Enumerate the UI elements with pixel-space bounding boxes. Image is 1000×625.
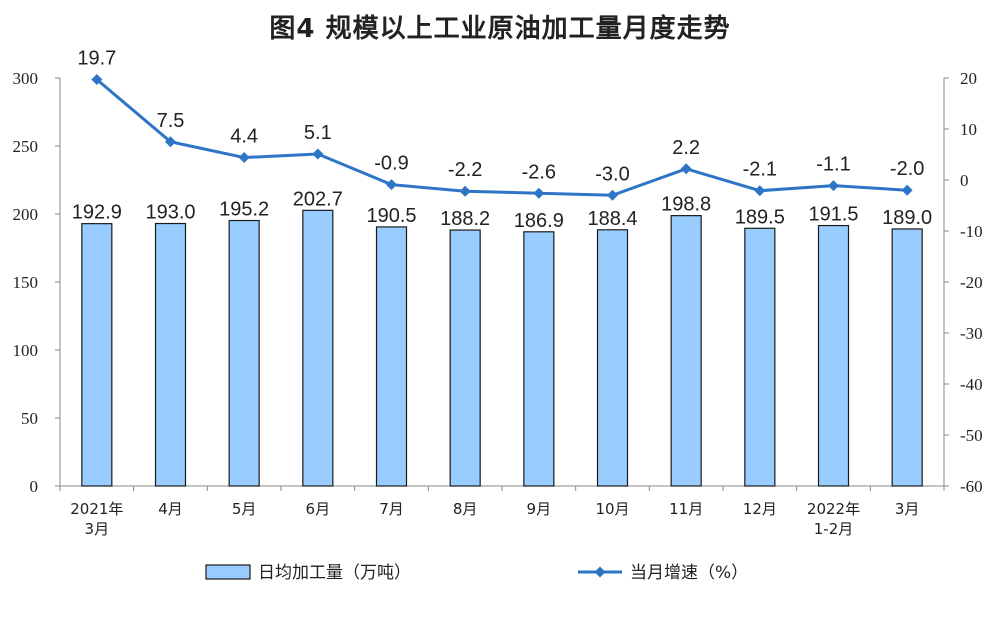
- line-value-label: 2.2: [672, 137, 700, 159]
- category-label: 10月: [595, 500, 629, 518]
- bar-value-label: 190.5: [366, 205, 416, 227]
- right-tick-label: -50: [960, 426, 983, 445]
- line-point: [386, 179, 397, 191]
- bar: [744, 227, 776, 487]
- left-tick-label: 300: [13, 69, 39, 88]
- bar-value-label: 189.0: [882, 207, 932, 229]
- line-value-label: -0.9: [374, 153, 408, 175]
- left-tick-label: 0: [30, 477, 39, 496]
- line-point: [607, 189, 618, 201]
- left-tick-label: 200: [13, 205, 39, 224]
- line-value-label: -3.0: [595, 163, 629, 185]
- bar-value-label: 193.0: [145, 202, 195, 224]
- line-point: [238, 152, 250, 164]
- left-tick-label: 50: [21, 409, 38, 428]
- right-tick-label: 0: [960, 171, 969, 190]
- bar: [670, 215, 702, 487]
- right-tick-label: -20: [960, 273, 983, 292]
- category-label: 2022年: [807, 500, 860, 518]
- bar: [154, 222, 187, 487]
- bar: [596, 229, 629, 487]
- line-value-label: -2.2: [448, 159, 482, 181]
- line-point: [828, 180, 839, 192]
- line-value-label: 5.1: [304, 122, 332, 144]
- bar-value-label: 198.8: [661, 194, 711, 216]
- legend-line-marker: [594, 566, 606, 578]
- bar: [449, 229, 481, 487]
- bar: [81, 223, 113, 487]
- category-label: 6月: [306, 500, 331, 518]
- right-tick-label: 10: [960, 120, 977, 139]
- line-value-label: -2.6: [522, 161, 556, 183]
- bar: [228, 219, 260, 487]
- category-label: 8月: [453, 500, 478, 518]
- left-tick-label: 150: [13, 273, 39, 292]
- line-point: [459, 185, 471, 197]
- line-point: [91, 74, 103, 86]
- bar: [523, 231, 555, 487]
- line-point: [312, 148, 324, 160]
- bar-value-label: 186.9: [514, 210, 564, 232]
- line-value-label: 7.5: [157, 110, 185, 132]
- right-tick-label: 20: [960, 69, 977, 88]
- right-tick-label: -30: [960, 324, 983, 343]
- chart-title: 图4 规模以上工业原油加工量月度走势: [269, 14, 731, 44]
- bar-value-label: 188.2: [440, 208, 490, 230]
- bar-value-label: 202.7: [293, 188, 343, 210]
- right-tick-label: -60: [960, 477, 983, 496]
- bar-value-label: 192.9: [72, 202, 122, 224]
- bar-value-label: 195.2: [219, 199, 269, 221]
- line-value-label: 4.4: [230, 126, 258, 148]
- bar-value-label: 189.5: [735, 206, 785, 228]
- bar: [817, 224, 850, 487]
- category-label: 5月: [232, 500, 257, 518]
- bar: [302, 209, 334, 487]
- line-point: [901, 184, 913, 196]
- category-label: 12月: [743, 500, 777, 518]
- category-label: 4月: [158, 500, 183, 518]
- category-label: 7月: [379, 500, 404, 518]
- bar: [891, 228, 923, 487]
- bar-value-label: 188.4: [587, 208, 637, 230]
- line-point: [165, 136, 176, 148]
- bar-value-label: 191.5: [808, 204, 858, 226]
- line-point: [680, 163, 692, 175]
- line-value-label: -2.0: [890, 158, 924, 180]
- category-label: 9月: [527, 500, 552, 518]
- line-value-label: -2.1: [743, 159, 777, 181]
- legend-bar-label: 日均加工量（万吨）: [258, 563, 411, 583]
- growth-line: [95, 78, 908, 197]
- line-point: [754, 185, 766, 197]
- line-point: [533, 187, 545, 199]
- right-tick-label: -40: [960, 375, 983, 394]
- left-tick-label: 250: [13, 137, 39, 156]
- category-label: 11月: [669, 500, 703, 518]
- line-value-label: 19.7: [77, 48, 116, 70]
- right-tick-label: -10: [960, 222, 983, 241]
- bar: [375, 226, 408, 487]
- category-label: 3月: [895, 500, 920, 518]
- left-tick-label: 100: [13, 341, 39, 360]
- category-label: 2021年: [70, 500, 123, 518]
- category-label: 3月: [85, 520, 110, 538]
- category-label: 1-2月: [814, 520, 854, 538]
- line-value-label: -1.1: [816, 154, 850, 176]
- legend-line-label: 当月增速（%）: [630, 563, 748, 583]
- legend-bar-swatch: [205, 564, 251, 580]
